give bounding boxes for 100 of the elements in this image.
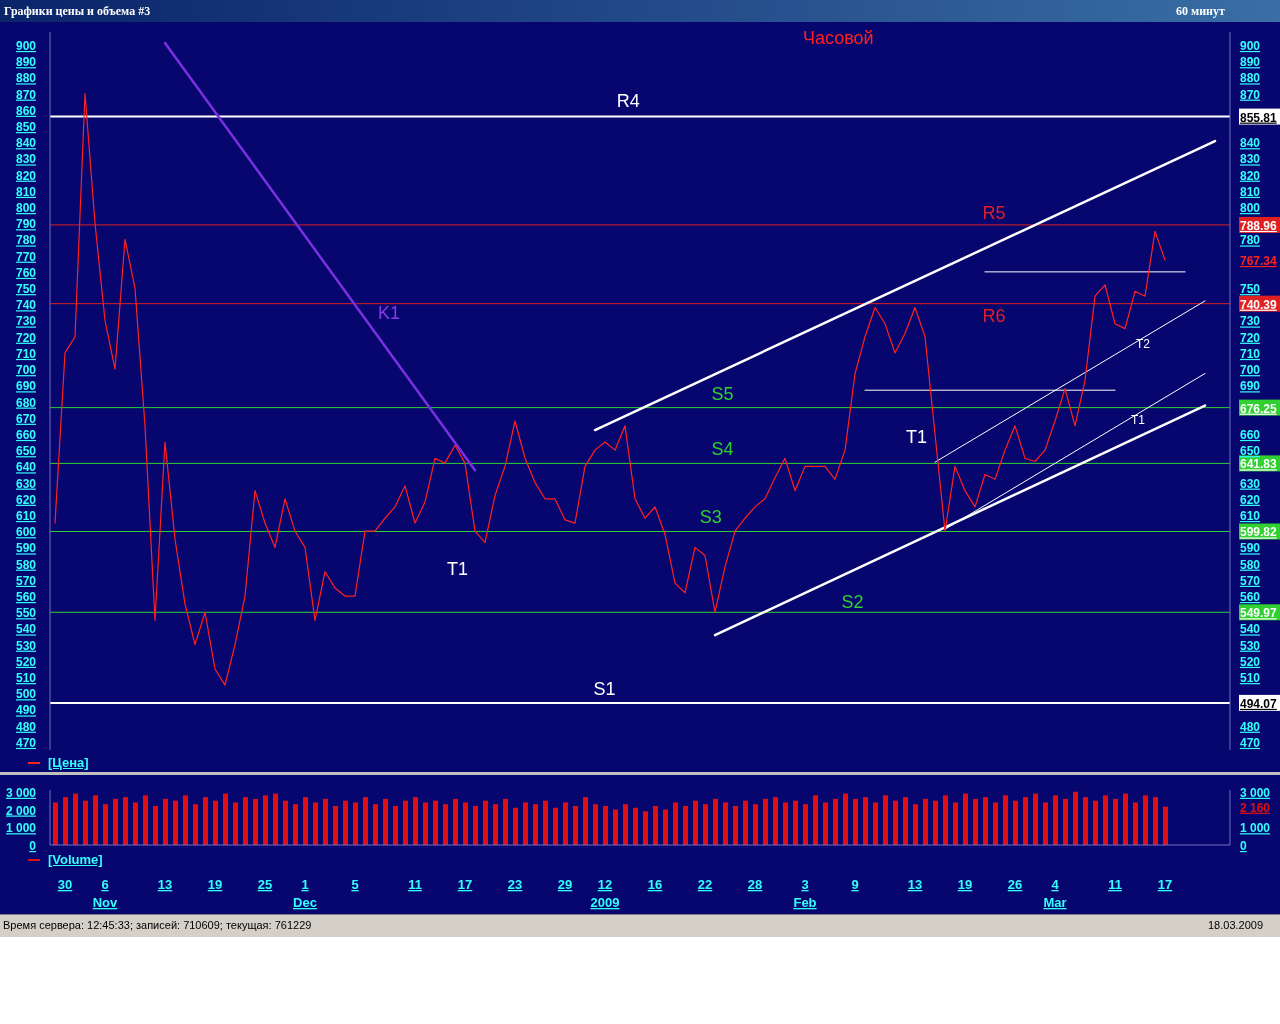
y-tick-label: 3 000 (5, 785, 37, 800)
y-tick-label: 800 (15, 201, 37, 216)
y2-tick-label: 660 (1240, 427, 1261, 442)
y-tick-label: 530 (15, 638, 37, 653)
annotation: T1 (1131, 413, 1146, 427)
annotation: K1 (378, 303, 401, 323)
y-tick-label: 550 (15, 606, 37, 621)
y2-tick-label: 650 (1240, 444, 1261, 459)
x-tick-label: 23 (507, 877, 523, 892)
y2-tick-label: 720 (1240, 330, 1261, 345)
y2-tick-label: 530 (1240, 638, 1261, 653)
y-tick-label: 880 (15, 71, 37, 86)
y2-tick-label: 540 (1240, 622, 1261, 637)
y2-tick-label: 900 (1240, 38, 1261, 53)
x-tick-label: 9 (851, 877, 859, 892)
y2-tick-label: 570 (1240, 573, 1261, 588)
x-tick-label: 28 (747, 877, 763, 892)
y-tick-label: 810 (15, 184, 37, 199)
annotation: T2 (1136, 337, 1151, 351)
y-tick-label: 740 (15, 298, 37, 313)
y2-tick-label: 620 (1240, 492, 1261, 507)
y2-tick-label: 3 000 (1240, 785, 1271, 800)
y2-tick-label: 549.97 (1240, 606, 1278, 621)
x-tick-label: 26 (1007, 877, 1023, 892)
x-tick-label: 12 2009 (590, 877, 620, 910)
ref-line-label: S4 (711, 439, 734, 460)
y-tick-label: 770 (15, 249, 37, 264)
x-tick-label: 29 (557, 877, 573, 892)
x-tick-label: 30 (57, 877, 73, 892)
y-tick-label: 750 (15, 282, 37, 297)
y2-tick-label: 880 (1240, 71, 1261, 86)
chart-title: Графики цены и объема #3 (4, 4, 151, 19)
y-tick-label: 0 (29, 839, 37, 853)
y-tick-label: 680 (15, 395, 37, 410)
y2-tick-label: 690 (1240, 379, 1261, 394)
x-tick-label: 25 (257, 877, 273, 892)
y2-tick-label: 610 (1240, 508, 1261, 523)
ref-line-label: R5 (982, 202, 1006, 223)
y-tick-label: 490 (15, 703, 37, 718)
x-tick-label: 19 (957, 877, 973, 892)
y2-tick-label: 750 (1240, 282, 1261, 297)
y2-tick-label: 840 (1240, 136, 1261, 151)
y2-tick-label: 520 (1240, 654, 1261, 669)
x-tick-label: 6 Nov (92, 877, 119, 910)
y2-tick-label: 700 (1240, 363, 1261, 378)
y-tick-label: 580 (15, 557, 37, 572)
y2-tick-label: 710 (1240, 346, 1261, 361)
y2-tick-label: 480 (1240, 719, 1261, 734)
y2-tick-label: 810 (1240, 184, 1261, 199)
ref-line-label: S1 (593, 678, 616, 699)
y-tick-label: 790 (15, 217, 37, 232)
y-tick-label: 900 (15, 38, 37, 53)
ref-line-label: S3 (699, 507, 722, 528)
x-tick-label: 19 (207, 877, 223, 892)
text: Время сервера: 12:45:33; записей: 710609; текущая: 761229 (3, 919, 312, 931)
y-tick-label: 650 (15, 444, 37, 459)
y2-tick-label: 855.81 (1240, 110, 1278, 125)
x-tick-label: 17 (1157, 877, 1173, 892)
annotation: T1 (447, 559, 469, 579)
y-tick-label: 630 (15, 476, 37, 491)
y-tick-label: 470 (15, 735, 37, 750)
y-tick-label: 860 (15, 103, 37, 118)
y2-tick-label: 2 160 (1240, 800, 1271, 815)
y-tick-label: 540 (15, 622, 37, 637)
y-tick-label: 610 (15, 508, 37, 523)
y2-tick-label: 788.96 (1240, 218, 1278, 233)
y2-tick-label: 1 000 (1240, 821, 1271, 836)
y-tick-label: 480 (15, 719, 37, 734)
y-tick-label: 730 (15, 314, 37, 329)
y2-tick-label: 740.39 (1240, 297, 1278, 312)
legend-label: [Volume] (48, 852, 103, 867)
y-tick-label: 670 (15, 411, 37, 426)
annotation: Часовой (803, 28, 874, 48)
x-tick-label: 13 (907, 877, 923, 892)
y-tick-label: 640 (15, 460, 37, 475)
y2-tick-label: 590 (1240, 541, 1261, 556)
y-tick-label: 850 (15, 120, 37, 134)
y2-tick-label: 599.82 (1240, 525, 1278, 540)
ref-line-label: S5 (711, 383, 734, 404)
y2-tick-label: 870 (1240, 87, 1261, 102)
y-tick-label: 620 (15, 492, 37, 507)
y-tick-label: 510 (15, 671, 37, 686)
text: 18.03.2009 (1208, 919, 1264, 931)
x-tick-label: 17 (457, 877, 473, 892)
x-tick-label: 22 (697, 877, 713, 892)
chart-subtitle: 60 минут (1176, 4, 1225, 19)
y-tick-label: 560 (15, 590, 37, 605)
x-tick-label: 4 Mar (1043, 877, 1067, 910)
y-tick-label: 830 (15, 152, 37, 167)
legend-label: [Цена] (48, 755, 89, 770)
y-tick-label: 600 (15, 525, 37, 540)
y-tick-label: 710 (15, 346, 37, 361)
y2-tick-label: 800 (1240, 201, 1261, 216)
y2-tick-label: 470 (1240, 735, 1261, 750)
ref-line-label: R4 (616, 90, 640, 111)
y-tick-label: 660 (15, 427, 37, 442)
y2-tick-label: 830 (1240, 152, 1261, 167)
y-tick-label: 520 (15, 654, 37, 669)
y-tick-label: 890 (15, 55, 37, 70)
y-tick-label: 840 (15, 136, 37, 151)
